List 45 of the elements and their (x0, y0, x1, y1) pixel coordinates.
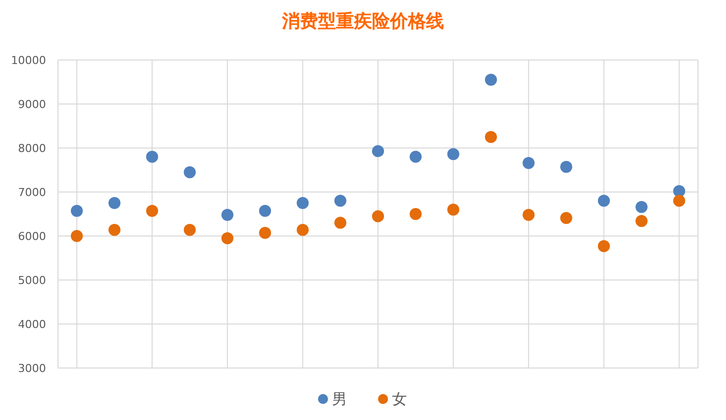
point (296, 224, 309, 236)
y-tick-label: 5000 (18, 274, 46, 287)
point (108, 224, 120, 236)
point (636, 215, 648, 228)
chart-title: 消费型重疾险价格线 (281, 11, 444, 32)
y-tick-label: 7000 (18, 186, 46, 199)
y-tick-label: 4000 (18, 318, 46, 331)
y-tick-label: 9000 (18, 98, 46, 111)
point (447, 148, 460, 160)
point (259, 226, 272, 239)
point (673, 194, 686, 207)
point (221, 232, 234, 244)
point (146, 204, 158, 217)
point (184, 166, 196, 178)
point (636, 200, 648, 213)
point (410, 150, 422, 163)
legend-label: 女 (392, 390, 407, 408)
point (522, 208, 535, 221)
point (484, 74, 497, 86)
point (484, 131, 497, 143)
y-tick-label: 3000 (18, 362, 46, 375)
point (70, 230, 83, 242)
point (334, 194, 346, 207)
point (372, 145, 384, 158)
point (334, 216, 346, 229)
point (184, 224, 196, 236)
point (296, 197, 309, 209)
point (259, 204, 272, 217)
point (673, 185, 686, 198)
point (108, 197, 120, 209)
point (598, 194, 610, 207)
point (560, 160, 572, 173)
point (522, 156, 535, 169)
point (560, 212, 572, 224)
point (410, 208, 422, 220)
point (372, 210, 384, 222)
point (598, 240, 610, 252)
legend-label: 男 (332, 390, 347, 408)
y-tick-label: 6000 (18, 230, 46, 243)
y-tick-label: 10000 (11, 54, 46, 67)
point (70, 204, 83, 217)
y-tick-label: 8000 (18, 142, 46, 155)
point (146, 150, 158, 163)
point (447, 204, 460, 216)
point (221, 208, 234, 221)
